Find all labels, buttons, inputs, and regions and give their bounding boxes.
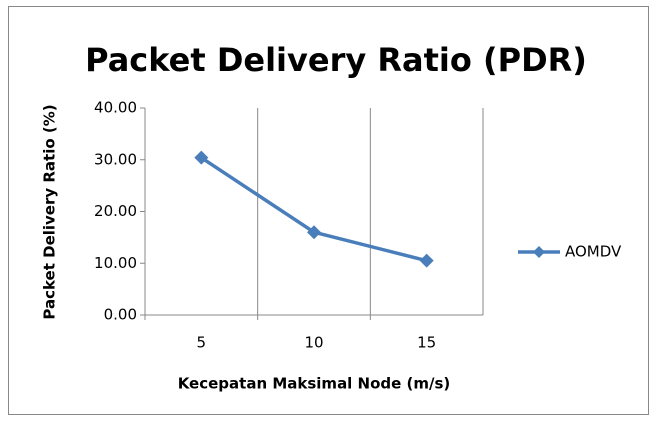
y-tick-label: 0.00 [104, 306, 137, 324]
point-marker [307, 225, 321, 240]
x-tick-label: 15 [417, 334, 436, 352]
y-tick-label: 30.00 [94, 150, 137, 168]
chart-title: Packet Delivery Ratio (PDR) [85, 41, 587, 79]
y-tick-label: 20.00 [94, 202, 137, 220]
legend-label: AOMDV [565, 243, 622, 261]
y-tick-label: 40.00 [94, 99, 137, 117]
point-marker [194, 150, 209, 165]
x-axis-label: Kecepatan Maksimal Node (m/s) [178, 375, 451, 393]
chart-frame [8, 6, 649, 415]
x-tick-label: 10 [304, 334, 323, 352]
y-tick-label: 10.00 [94, 254, 137, 272]
point-marker [419, 253, 434, 268]
legend-marker [533, 246, 545, 258]
x-tick-label: 5 [197, 334, 207, 352]
y-axis-label: Packet Delivery Ratio (%) [41, 104, 59, 319]
